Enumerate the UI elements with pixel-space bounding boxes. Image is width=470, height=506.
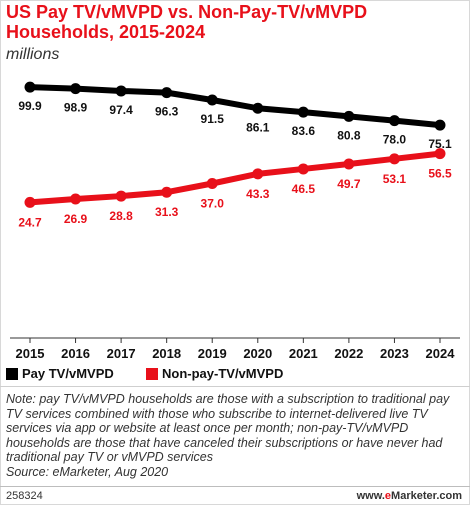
- data-label: 24.7: [18, 215, 42, 229]
- data-label: 91.5: [201, 112, 225, 126]
- data-point: [161, 87, 173, 99]
- data-point: [115, 85, 127, 97]
- x-tick-label: 2021: [289, 346, 318, 361]
- data-label: 28.8: [109, 209, 133, 223]
- line-chart: 2015 2016 2017 2018 2019 2020 2021 2022 2023 2024…: [10, 81, 460, 361]
- data-point: [252, 168, 264, 180]
- x-tick-label: 2016: [61, 346, 90, 361]
- data-label: 31.3: [155, 205, 179, 219]
- data-point: [161, 186, 173, 198]
- chart-id: 258324: [6, 490, 43, 502]
- legend-label-pay-tv: Pay TV/vMVPD: [22, 366, 114, 381]
- data-label: 26.9: [64, 212, 88, 226]
- data-point: [24, 196, 36, 208]
- source-text: Source: eMarketer, Aug 2020: [6, 464, 169, 479]
- data-label: 37.0: [201, 197, 225, 211]
- x-tick-label: 2018: [152, 346, 181, 361]
- data-label: 96.3: [155, 105, 179, 119]
- legend-swatch-non-pay-tv: [146, 367, 158, 380]
- brand-suffix: .com: [436, 490, 462, 502]
- data-label: 75.1: [428, 137, 452, 151]
- series-line-non-pay-tv: [27, 150, 443, 206]
- legend-item-pay-tv: Pay TV/vMVPD: [6, 366, 114, 381]
- chart-subtitle: millions: [6, 46, 60, 63]
- data-label: 86.1: [246, 120, 270, 134]
- brand-rest: Marketer: [391, 490, 437, 502]
- brand-prefix: www.: [356, 490, 385, 502]
- x-tick-label: 2019: [198, 346, 227, 361]
- data-label: 43.3: [246, 187, 270, 201]
- brand-link[interactable]: www.eMarketer.com: [357, 490, 462, 502]
- data-point: [206, 94, 218, 106]
- data-label: 56.5: [428, 167, 452, 181]
- x-tick-label: 2023: [380, 346, 409, 361]
- data-label: 83.6: [292, 124, 316, 138]
- data-point: [70, 83, 82, 95]
- series-line-pay-tv: [27, 84, 443, 129]
- data-label: 53.1: [383, 172, 407, 186]
- data-point: [297, 163, 309, 175]
- data-label: 46.5: [292, 182, 316, 196]
- data-point: [343, 158, 355, 170]
- data-point: [115, 190, 127, 202]
- data-point: [434, 119, 446, 131]
- data-point: [388, 153, 400, 165]
- data-point: [434, 148, 446, 160]
- data-point: [343, 110, 355, 122]
- note-text: Note: pay TV/vMVPD households are those …: [6, 392, 450, 464]
- chart-title: US Pay TV/vMVPD vs. Non-Pay-TV/vMVPD Hou…: [6, 2, 368, 42]
- chart-footer: 258324 www.eMarketer.com: [0, 486, 470, 506]
- data-label: 78.0: [383, 133, 407, 147]
- data-label: 98.9: [64, 101, 88, 115]
- legend-item-non-pay-tv: Non-pay-TV/vMVPD: [146, 366, 283, 381]
- data-label: 49.7: [337, 177, 361, 191]
- x-tick-label: 2017: [107, 346, 136, 361]
- chart-note: Note: pay TV/vMVPD households are those …: [6, 392, 464, 479]
- data-point: [70, 193, 82, 205]
- divider: [0, 386, 470, 387]
- x-tick-label: 2015: [16, 346, 45, 361]
- chart-legend: Pay TV/vMVPD Non-pay-TV/vMVPD: [6, 364, 446, 384]
- legend-label-non-pay-tv: Non-pay-TV/vMVPD: [162, 366, 284, 381]
- data-point: [388, 115, 400, 127]
- data-label: 97.4: [109, 103, 133, 117]
- data-label: 80.8: [337, 128, 361, 142]
- x-tick-label: 2024: [426, 346, 456, 361]
- legend-swatch-pay-tv: [6, 367, 18, 380]
- data-point: [297, 106, 309, 118]
- data-point: [206, 178, 218, 190]
- data-point: [24, 81, 36, 93]
- x-tick-label: 2022: [334, 346, 363, 361]
- x-tick-label: 2020: [243, 346, 272, 361]
- brand-e: e: [384, 490, 392, 502]
- data-label: 99.9: [18, 99, 42, 113]
- data-point: [252, 102, 264, 114]
